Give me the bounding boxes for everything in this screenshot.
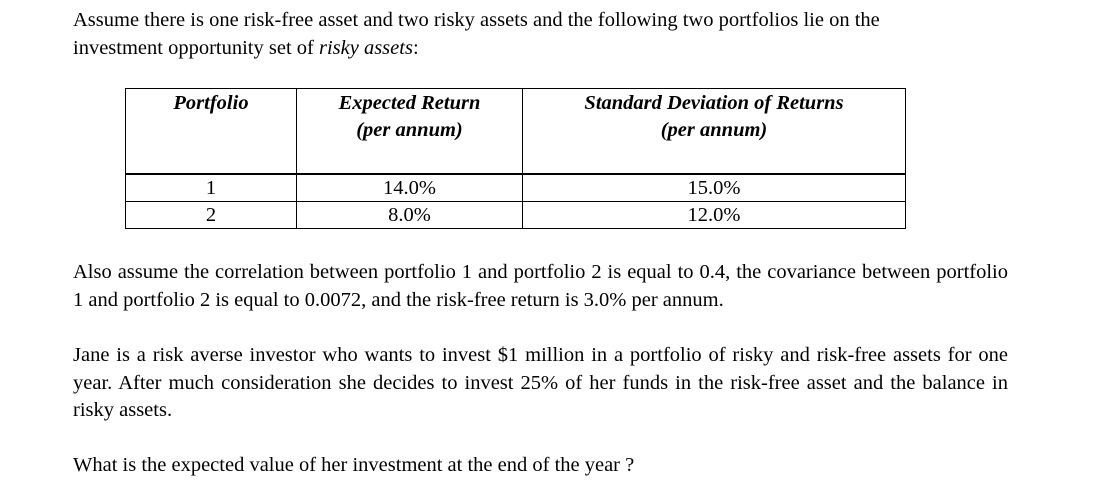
investor-paragraph: Jane is a risk averse investor who wants… xyxy=(73,344,1008,421)
intro-emphasis-risky-assets: risky assets xyxy=(318,36,413,59)
header-std-dev-line2: (per annum) xyxy=(660,119,768,141)
header-expected-return-line1: Expected Return xyxy=(338,92,481,114)
header-portfolio: Portfolio xyxy=(125,88,297,174)
portfolio-table: Portfolio Expected Return (per annum) St… xyxy=(125,88,906,229)
table-row: 2 8.0% 12.0% xyxy=(125,201,906,229)
header-expected-return-label: Expected Return (per annum) xyxy=(297,90,522,144)
table-row: 1 14.0% 15.0% xyxy=(125,174,906,202)
cell-portfolio: 2 xyxy=(125,201,297,229)
intro-paragraph: Assume there is one risk-free asset and … xyxy=(73,7,1008,62)
correlation-paragraph: Also assume the correlation between port… xyxy=(73,261,1008,311)
header-std-dev: Standard Deviation of Returns (per annum… xyxy=(522,88,906,174)
table-header-row: Portfolio Expected Return (per annum) St… xyxy=(125,88,906,174)
header-std-dev-line1: Standard Deviation of Returns xyxy=(584,92,844,114)
intro-line2-suffix: : xyxy=(412,36,419,59)
header-portfolio-label: Portfolio xyxy=(173,92,249,114)
intro-line1: Assume there is one risk-free asset and … xyxy=(73,9,880,31)
header-expected-return: Expected Return (per annum) xyxy=(296,88,523,174)
cell-portfolio: 1 xyxy=(125,174,297,202)
intro-line2-prefix: investment opportunity set of xyxy=(73,36,319,59)
cell-expected-return: 8.0% xyxy=(296,201,523,229)
cell-std-dev: 15.0% xyxy=(522,174,906,202)
header-std-dev-label: Standard Deviation of Returns (per annum… xyxy=(523,90,905,144)
cell-expected-return: 14.0% xyxy=(296,174,523,202)
header-expected-return-line2: (per annum) xyxy=(356,119,463,141)
cell-std-dev: 12.0% xyxy=(522,201,906,229)
question-text: What is the expected value of her invest… xyxy=(73,454,635,476)
